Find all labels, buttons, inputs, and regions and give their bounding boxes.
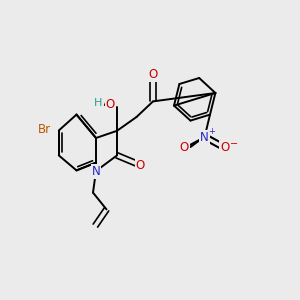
Text: −: − bbox=[230, 139, 238, 149]
Text: O: O bbox=[136, 159, 145, 172]
Text: Br: Br bbox=[38, 123, 51, 136]
Text: O: O bbox=[180, 141, 189, 154]
Text: O: O bbox=[106, 98, 115, 112]
Text: N: N bbox=[200, 130, 209, 144]
Text: N: N bbox=[92, 165, 100, 178]
Text: O: O bbox=[220, 141, 230, 154]
Text: O: O bbox=[148, 68, 158, 82]
Text: H: H bbox=[94, 98, 103, 108]
Text: +: + bbox=[208, 127, 214, 136]
